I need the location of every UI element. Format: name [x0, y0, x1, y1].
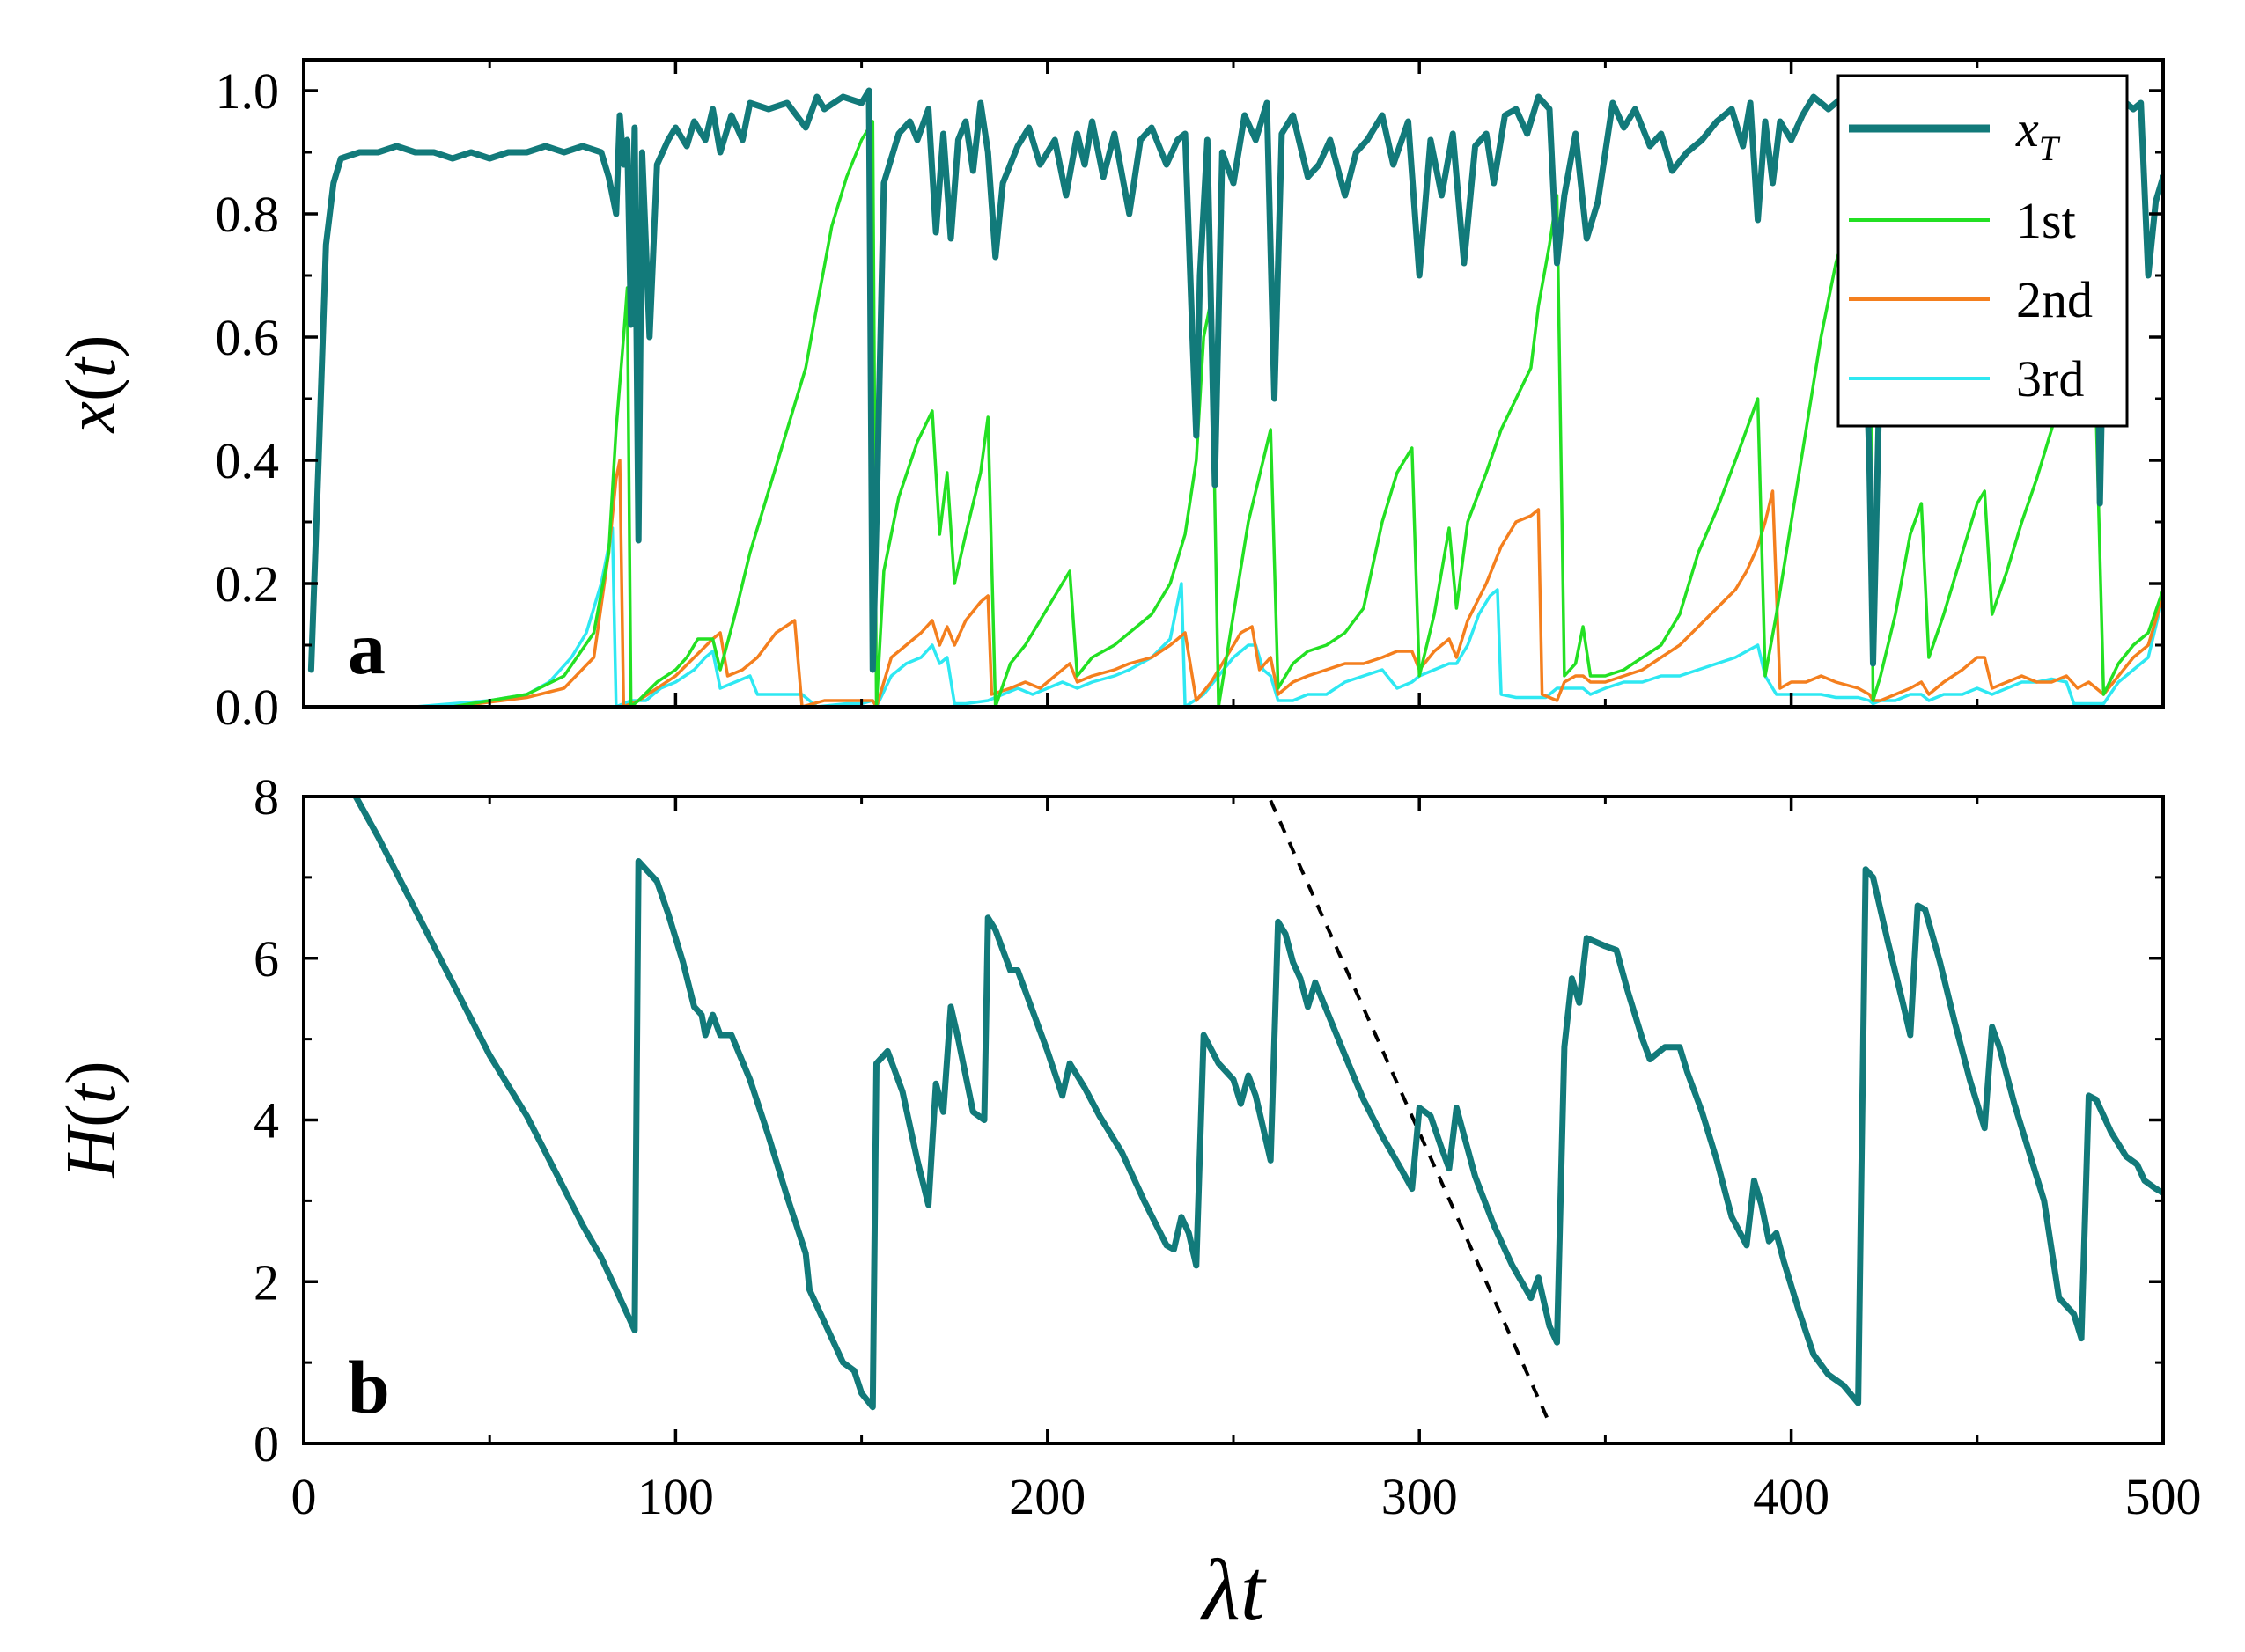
panel-a-ytick-label: 0.6 [216, 309, 280, 366]
panel-b-ytick-label: 8 [254, 768, 279, 826]
panel-b-xtick-label: 300 [1381, 1468, 1458, 1525]
panel-b-xtick-label: 500 [2125, 1468, 2202, 1525]
panel-b-xtick-label: 0 [291, 1468, 317, 1525]
panel-b-xtick-label: 100 [637, 1468, 714, 1525]
panel-b-series [352, 797, 2163, 1424]
panel-a-ytick-label: 0.4 [216, 432, 280, 489]
panel-b-ytick-label: 0 [254, 1415, 279, 1472]
x-axis-title: λt [1199, 1541, 1266, 1639]
panel-b-ytick-labels: 0 2 4 6 8 [254, 768, 279, 1472]
panel-b-letter: b [348, 1345, 390, 1429]
panel-b-ytick-label: 4 [254, 1092, 279, 1149]
panel-a-ytick-label: 0.0 [216, 679, 280, 736]
panel-a-series-4 [304, 526, 2163, 707]
panel-a-series-2 [304, 120, 2163, 707]
legend-label-1st: 1st [2016, 192, 2076, 249]
panel-a-y-axis-title: x(t) [53, 334, 130, 433]
panel-b-xtick-label: 400 [1753, 1468, 1829, 1525]
panel-a-ytick-label: 0.8 [216, 186, 280, 243]
panel-b-y-axis-title: H(t) [53, 1061, 130, 1178]
panel-a-series [304, 87, 2163, 707]
legend-label-2nd: 2nd [2016, 271, 2093, 328]
panel-b-series-1 [352, 797, 2163, 1411]
panel-b-ytick-label: 2 [254, 1253, 279, 1311]
panel-b-xtick-label: 200 [1009, 1468, 1086, 1525]
panel-a-ytick-label: 1.0 [216, 62, 280, 120]
panel-b-ytick-label: 6 [254, 930, 279, 988]
legend-box [1836, 74, 2129, 428]
panel-a-series-3 [304, 459, 2163, 707]
panel-a: 0.0 0.2 0.4 0.6 0.8 1.0 x(t) a xT 1st 2nd 3rd [53, 58, 2165, 736]
panel-a-ytick-label: 0.2 [216, 555, 280, 613]
panel-a-series-1 [307, 87, 2163, 673]
panel-a-ticks [302, 60, 2165, 709]
panel-a-ytick-labels: 0.0 0.2 0.4 0.6 0.8 1.0 [216, 62, 280, 736]
panel-a-letter: a [348, 606, 386, 690]
legend-label-xT: xT [2015, 100, 2061, 168]
panel-b: 0 2 4 6 8 0 100 200 300 400 500 H(t) λt b [53, 768, 2202, 1639]
legend-label-3rd: 3rd [2016, 350, 2084, 407]
legend: xT 1st 2nd 3rd [1836, 74, 2129, 428]
panel-b-ticks [302, 795, 2165, 1445]
panel-b-xtick-labels: 0 100 200 300 400 500 [291, 1468, 2202, 1525]
